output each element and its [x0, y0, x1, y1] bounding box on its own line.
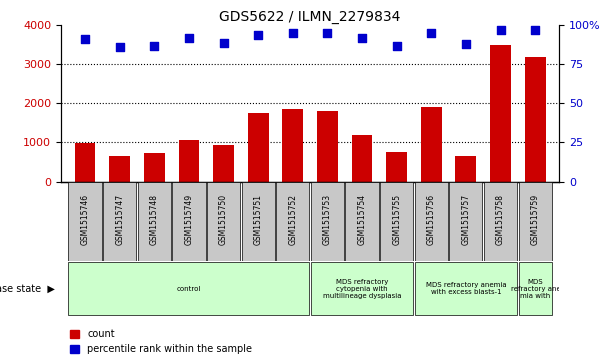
- Point: [357, 35, 367, 41]
- Bar: [109, 156, 130, 182]
- FancyBboxPatch shape: [103, 182, 136, 261]
- Text: GSM1515750: GSM1515750: [219, 194, 228, 245]
- Bar: [144, 154, 165, 182]
- Point: [219, 40, 229, 45]
- FancyBboxPatch shape: [172, 182, 206, 261]
- FancyBboxPatch shape: [276, 182, 309, 261]
- Text: GSM1515749: GSM1515749: [184, 194, 193, 245]
- Text: control: control: [177, 286, 201, 291]
- Text: GSM1515757: GSM1515757: [461, 194, 471, 245]
- Point: [322, 30, 332, 36]
- Text: MDS refractory anemia
with excess blasts-1: MDS refractory anemia with excess blasts…: [426, 282, 506, 295]
- Point: [150, 43, 159, 49]
- FancyBboxPatch shape: [519, 262, 553, 315]
- Bar: [213, 145, 234, 182]
- Bar: [317, 111, 338, 182]
- FancyBboxPatch shape: [241, 182, 275, 261]
- Bar: [351, 135, 372, 182]
- Legend: count, percentile rank within the sample: count, percentile rank within the sample: [66, 326, 256, 358]
- Bar: [421, 107, 441, 182]
- FancyBboxPatch shape: [415, 182, 448, 261]
- Point: [115, 44, 125, 50]
- Bar: [247, 113, 269, 182]
- Bar: [490, 45, 511, 182]
- FancyBboxPatch shape: [207, 182, 240, 261]
- FancyBboxPatch shape: [69, 262, 309, 315]
- Point: [392, 43, 401, 49]
- Bar: [282, 109, 303, 182]
- FancyBboxPatch shape: [69, 182, 102, 261]
- Title: GDS5622 / ILMN_2279834: GDS5622 / ILMN_2279834: [219, 11, 401, 24]
- Point: [461, 41, 471, 47]
- Text: GSM1515746: GSM1515746: [80, 194, 89, 245]
- Text: GSM1515754: GSM1515754: [358, 194, 367, 245]
- Text: GSM1515748: GSM1515748: [150, 194, 159, 245]
- FancyBboxPatch shape: [345, 182, 379, 261]
- Point: [288, 30, 298, 36]
- Bar: [386, 152, 407, 182]
- Text: GSM1515747: GSM1515747: [115, 194, 124, 245]
- Text: MDS refractory
cytopenia with
multilineage dysplasia: MDS refractory cytopenia with multilinea…: [323, 278, 401, 299]
- Point: [496, 27, 505, 33]
- Text: MDS
refractory ane
mia with: MDS refractory ane mia with: [511, 278, 561, 299]
- FancyBboxPatch shape: [311, 182, 344, 261]
- FancyBboxPatch shape: [484, 182, 517, 261]
- Point: [530, 27, 540, 33]
- FancyBboxPatch shape: [449, 182, 483, 261]
- FancyBboxPatch shape: [415, 262, 517, 315]
- FancyBboxPatch shape: [137, 182, 171, 261]
- Text: disease state  ▶: disease state ▶: [0, 284, 55, 294]
- FancyBboxPatch shape: [519, 182, 551, 261]
- Point: [254, 32, 263, 38]
- Bar: [455, 156, 476, 182]
- Point: [184, 35, 194, 41]
- Text: GSM1515752: GSM1515752: [288, 194, 297, 245]
- Text: GSM1515755: GSM1515755: [392, 194, 401, 245]
- Bar: [525, 57, 545, 182]
- Text: GSM1515758: GSM1515758: [496, 194, 505, 245]
- FancyBboxPatch shape: [380, 182, 413, 261]
- FancyBboxPatch shape: [311, 262, 413, 315]
- Point: [80, 37, 90, 42]
- Bar: [179, 140, 199, 182]
- Bar: [75, 143, 95, 182]
- Text: GSM1515753: GSM1515753: [323, 194, 332, 245]
- Text: GSM1515756: GSM1515756: [427, 194, 436, 245]
- Point: [426, 30, 436, 36]
- Text: GSM1515759: GSM1515759: [531, 194, 540, 245]
- Text: GSM1515751: GSM1515751: [254, 194, 263, 245]
